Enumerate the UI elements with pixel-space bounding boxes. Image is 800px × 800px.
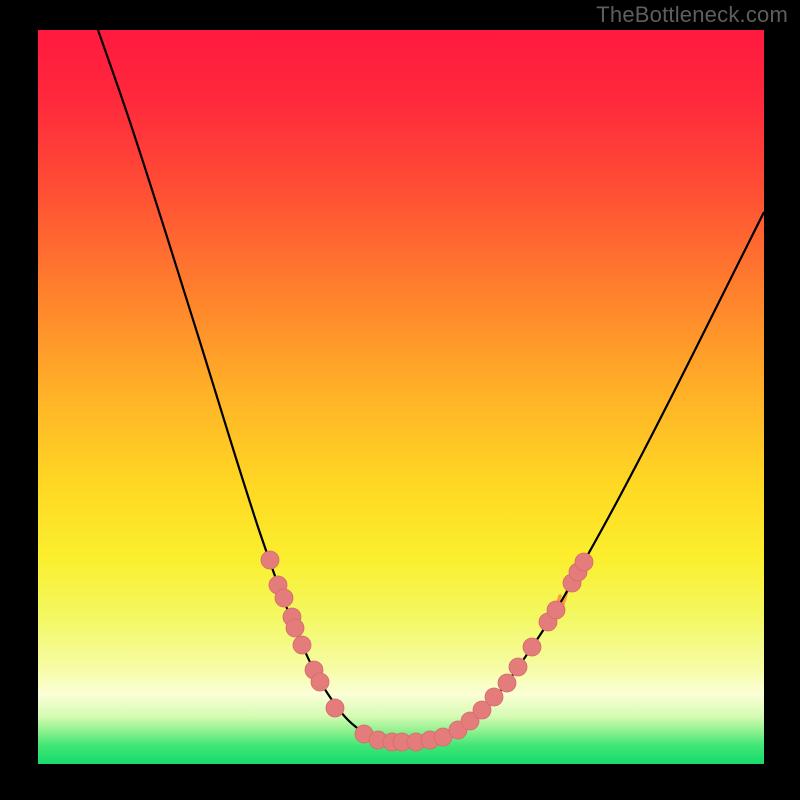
data-marker (261, 551, 279, 569)
bottleneck-chart (0, 0, 800, 800)
data-marker (509, 658, 527, 676)
chart-stage: TheBottleneck.com (0, 0, 800, 800)
data-marker (485, 688, 503, 706)
data-marker (275, 589, 293, 607)
data-marker (293, 636, 311, 654)
data-marker (498, 674, 516, 692)
data-marker (326, 699, 344, 717)
data-marker (286, 619, 304, 637)
data-marker (523, 638, 541, 656)
data-marker (547, 601, 565, 619)
data-marker (575, 553, 593, 571)
watermark-text: TheBottleneck.com (596, 2, 788, 28)
data-marker (311, 673, 329, 691)
plot-background (38, 30, 764, 764)
